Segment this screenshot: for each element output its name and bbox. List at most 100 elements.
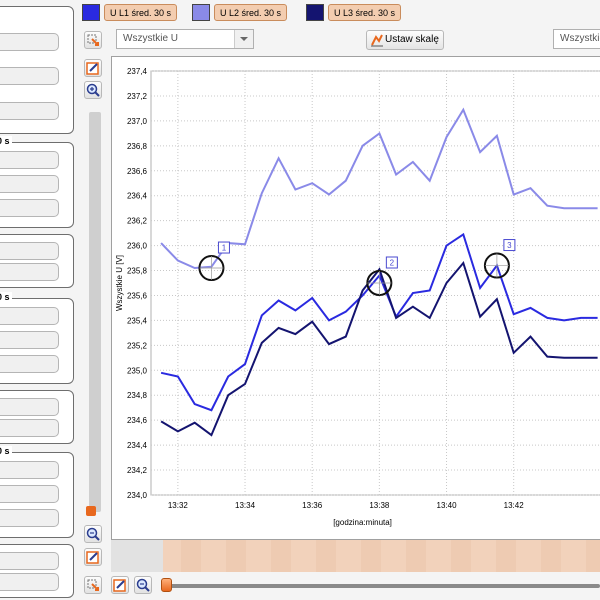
marker-badge	[217, 241, 230, 254]
y-tick-label: 236,6	[127, 167, 148, 176]
legend-label: U L3 śred. 30 s	[328, 4, 402, 21]
value-field[interactable]	[0, 151, 59, 169]
scroll-thumb[interactable]	[86, 506, 96, 516]
horizontal-slider-thumb[interactable]	[161, 578, 172, 592]
y-tick-label: 235,2	[127, 341, 148, 350]
zoom-out-icon	[86, 527, 100, 541]
marker-label: 1	[222, 244, 227, 253]
legend-item-l3[interactable]: U L3 śred. 30 s	[306, 4, 402, 21]
edit-icon	[86, 551, 99, 564]
y-tick-label: 237,4	[127, 67, 148, 76]
y-tick-label: 235,8	[127, 267, 148, 276]
value-field[interactable]	[0, 552, 59, 570]
set-scale-button[interactable]: Ustaw skalę	[366, 30, 444, 50]
cursor-select-button-2[interactable]	[84, 576, 102, 594]
y-tick-label: 235,6	[127, 291, 148, 300]
group-title: 0 s	[0, 446, 12, 456]
vertical-scrollbar[interactable]	[89, 112, 101, 512]
color-swatch	[82, 4, 100, 21]
value-field[interactable]	[0, 355, 59, 373]
voltage-select-value: Wszystkie U	[123, 33, 178, 44]
settings-group-1	[0, 6, 74, 134]
y-tick-label: 234,0	[127, 491, 148, 500]
value-field[interactable]	[0, 461, 59, 479]
y-tick-label: 236,0	[127, 242, 148, 251]
value-field[interactable]	[0, 242, 59, 260]
value-field[interactable]	[0, 398, 59, 416]
legend-item-l2[interactable]: U L2 śred. 30 s	[192, 4, 288, 21]
zoom-out-icon	[136, 578, 150, 592]
voltage-select[interactable]: Wszystkie U	[116, 29, 254, 49]
edit-button[interactable]	[84, 59, 102, 77]
value-field[interactable]	[0, 485, 59, 503]
right-select[interactable]: Wszystkie	[553, 29, 600, 49]
edit-icon	[86, 62, 99, 75]
zoom-out-button[interactable]	[84, 525, 102, 543]
settings-group-6: 0 s	[0, 446, 74, 538]
group-title: 0 s	[0, 136, 12, 146]
zoom-out-button-2[interactable]	[134, 576, 152, 594]
x-axis-label: [godzina:minuta]	[333, 518, 392, 527]
value-field[interactable]	[0, 331, 59, 349]
legend-item-l1[interactable]: U L1 śred. 30 s	[82, 4, 178, 21]
value-field[interactable]	[0, 419, 59, 437]
value-field[interactable]	[0, 509, 59, 527]
y-tick-label: 236,8	[127, 142, 148, 151]
y-tick-label: 236,2	[127, 217, 148, 226]
value-field[interactable]	[0, 199, 59, 217]
y-tick-label: 234,8	[127, 391, 148, 400]
timeline-strip[interactable]	[111, 540, 600, 572]
right-select-value: Wszystkie	[560, 33, 600, 44]
value-field[interactable]	[0, 175, 59, 193]
settings-group-7	[0, 544, 74, 598]
value-field[interactable]	[0, 33, 59, 51]
y-tick-label: 236,4	[127, 192, 148, 201]
series-line-1	[160, 107, 598, 270]
y-axis-label: Wszystkie U [V]	[115, 255, 124, 311]
x-tick-label: 13:42	[504, 501, 525, 510]
zoom-in-icon	[86, 83, 100, 97]
y-tick-label: 235,4	[127, 316, 148, 325]
settings-group-4: 0 s	[0, 292, 74, 384]
legend-label: U L1 śred. 30 s	[104, 4, 178, 21]
y-tick-label: 235,0	[127, 366, 148, 375]
cursor-select-button[interactable]	[84, 31, 102, 49]
voltage-chart[interactable]: 234,0 234,2 234,4 234,6 234,8 235,0 235,2 235,4…	[112, 57, 600, 541]
value-field[interactable]	[0, 67, 59, 85]
x-tick-label: 13:32	[168, 501, 189, 510]
value-field[interactable]	[0, 263, 59, 281]
marker-badge	[503, 239, 516, 252]
timeline-header	[111, 540, 163, 572]
set-scale-label: Ustaw skalę	[385, 34, 439, 45]
legend-label: U L2 śred. 30 s	[214, 4, 288, 21]
x-tick-label: 13:40	[437, 501, 458, 510]
edit-button-3[interactable]	[111, 576, 129, 594]
cursor-select-icon	[87, 34, 99, 46]
x-tick-label: 13:38	[369, 501, 390, 510]
settings-group-5	[0, 390, 74, 444]
chevron-down-icon	[234, 30, 253, 48]
chart-panel: 234,0 234,2 234,4 234,6 234,8 235,0 235,2 235,4…	[111, 56, 600, 540]
x-tick-label: 13:34	[235, 501, 256, 510]
color-swatch	[192, 4, 210, 21]
group-title: 0 s	[0, 292, 12, 302]
value-field[interactable]	[0, 573, 59, 591]
edit-button-2[interactable]	[84, 548, 102, 566]
series-line-3	[160, 260, 598, 437]
zoom-in-button[interactable]	[84, 81, 102, 99]
y-tick-label: 237,0	[127, 117, 148, 126]
edit-icon	[113, 579, 126, 592]
settings-group-2: 0 s	[0, 136, 74, 228]
marker-badge	[385, 256, 398, 269]
y-tick-label: 234,2	[127, 466, 148, 475]
y-tick-label: 234,6	[127, 416, 148, 425]
marker-label: 3	[507, 241, 512, 250]
cursor-select-icon	[87, 579, 99, 591]
value-field[interactable]	[0, 102, 59, 120]
y-tick-label: 234,4	[127, 441, 148, 450]
value-field[interactable]	[0, 307, 59, 325]
horizontal-slider-track[interactable]	[165, 584, 600, 588]
scale-icon	[371, 34, 383, 47]
marker-label: 2	[390, 259, 395, 268]
settings-group-3	[0, 234, 74, 288]
